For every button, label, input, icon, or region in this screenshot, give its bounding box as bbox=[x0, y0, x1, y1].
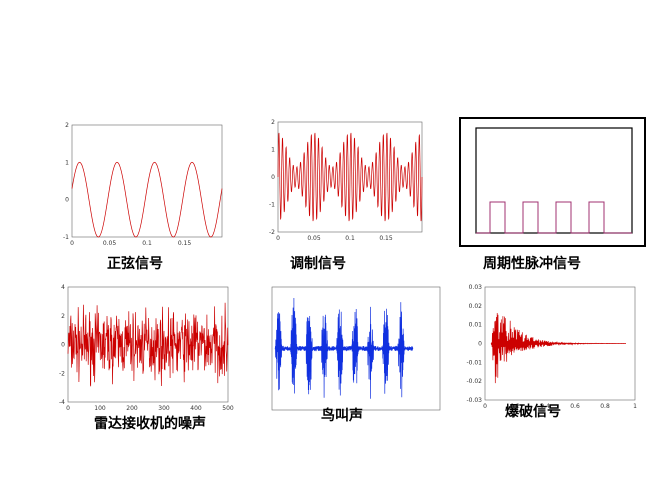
y-tick-label: -2 bbox=[269, 229, 275, 236]
x-tick-label: 0 bbox=[70, 240, 74, 247]
waveform bbox=[71, 161, 223, 238]
y-tick-label: 2 bbox=[271, 119, 275, 126]
y-tick-label: 0.03 bbox=[469, 284, 483, 291]
waveform bbox=[490, 312, 626, 384]
y-tick-label: 0 bbox=[271, 174, 275, 181]
x-tick-label: 0.2 bbox=[510, 403, 520, 410]
x-tick-label: 0.15 bbox=[178, 240, 192, 247]
y-tick-label: -0.02 bbox=[466, 378, 482, 385]
y-tick-label: -1 bbox=[269, 202, 275, 209]
x-tick-label: 0.05 bbox=[307, 235, 321, 242]
outer-frame bbox=[459, 117, 646, 247]
caption: 雷达接收机的噪声 bbox=[94, 415, 206, 432]
plot-frame bbox=[475, 127, 633, 234]
x-tick-label: 400 bbox=[190, 405, 202, 412]
y-tick-label: -0.03 bbox=[466, 397, 482, 404]
caption: 调制信号 bbox=[290, 255, 346, 272]
x-tick-label: 0.15 bbox=[379, 235, 393, 242]
y-tick-label: 0 bbox=[61, 342, 65, 349]
x-tick-label: 0.1 bbox=[142, 240, 152, 247]
x-tick-label: 200 bbox=[126, 405, 138, 412]
plot-frame bbox=[484, 286, 636, 401]
plot-frame bbox=[271, 286, 441, 411]
caption: 正弦信号 bbox=[107, 255, 163, 272]
x-tick-label: 0.6 bbox=[570, 403, 580, 410]
y-tick-label: -1 bbox=[63, 234, 69, 241]
caption: 周期性脉冲信号 bbox=[483, 255, 581, 272]
x-tick-label: 500 bbox=[222, 405, 234, 412]
y-tick-label: 2 bbox=[65, 122, 69, 129]
waveform bbox=[277, 132, 423, 222]
y-tick-label: 4 bbox=[61, 284, 65, 291]
y-tick-label: 0.02 bbox=[469, 303, 483, 310]
caption: 爆破信号 bbox=[505, 403, 561, 420]
x-tick-label: 0 bbox=[276, 235, 280, 242]
y-tick-label: 0.01 bbox=[469, 322, 483, 329]
x-tick-label: 100 bbox=[94, 405, 106, 412]
waveform bbox=[476, 201, 632, 234]
x-tick-label: 0 bbox=[483, 403, 487, 410]
x-tick-label: 1 bbox=[633, 403, 637, 410]
x-tick-label: 0.8 bbox=[600, 403, 610, 410]
y-tick-label: 1 bbox=[65, 159, 69, 166]
x-tick-label: 0.1 bbox=[345, 235, 355, 242]
y-tick-label: -4 bbox=[59, 399, 65, 406]
x-tick-label: 0.05 bbox=[103, 240, 117, 247]
x-tick-label: 0.4 bbox=[540, 403, 550, 410]
x-tick-label: 300 bbox=[158, 405, 170, 412]
waveform bbox=[274, 297, 414, 399]
x-tick-label: 0 bbox=[66, 405, 70, 412]
y-tick-label: -2 bbox=[59, 370, 65, 377]
y-tick-label: 0 bbox=[478, 341, 482, 348]
waveform bbox=[67, 302, 229, 387]
caption: 鸟叫声 bbox=[321, 407, 363, 424]
y-tick-label: 0 bbox=[65, 197, 69, 204]
y-tick-label: 1 bbox=[271, 147, 275, 154]
plot-frame bbox=[71, 124, 223, 238]
y-tick-label: 2 bbox=[61, 313, 65, 320]
y-tick-label: -0.01 bbox=[466, 359, 482, 366]
